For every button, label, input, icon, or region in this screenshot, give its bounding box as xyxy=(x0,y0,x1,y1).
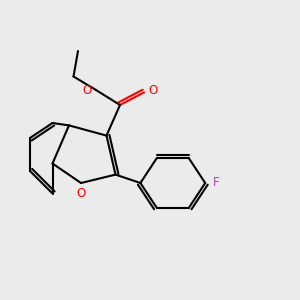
Text: O: O xyxy=(148,83,158,97)
Text: O: O xyxy=(76,187,85,200)
Text: O: O xyxy=(82,83,91,97)
Text: F: F xyxy=(212,176,219,190)
